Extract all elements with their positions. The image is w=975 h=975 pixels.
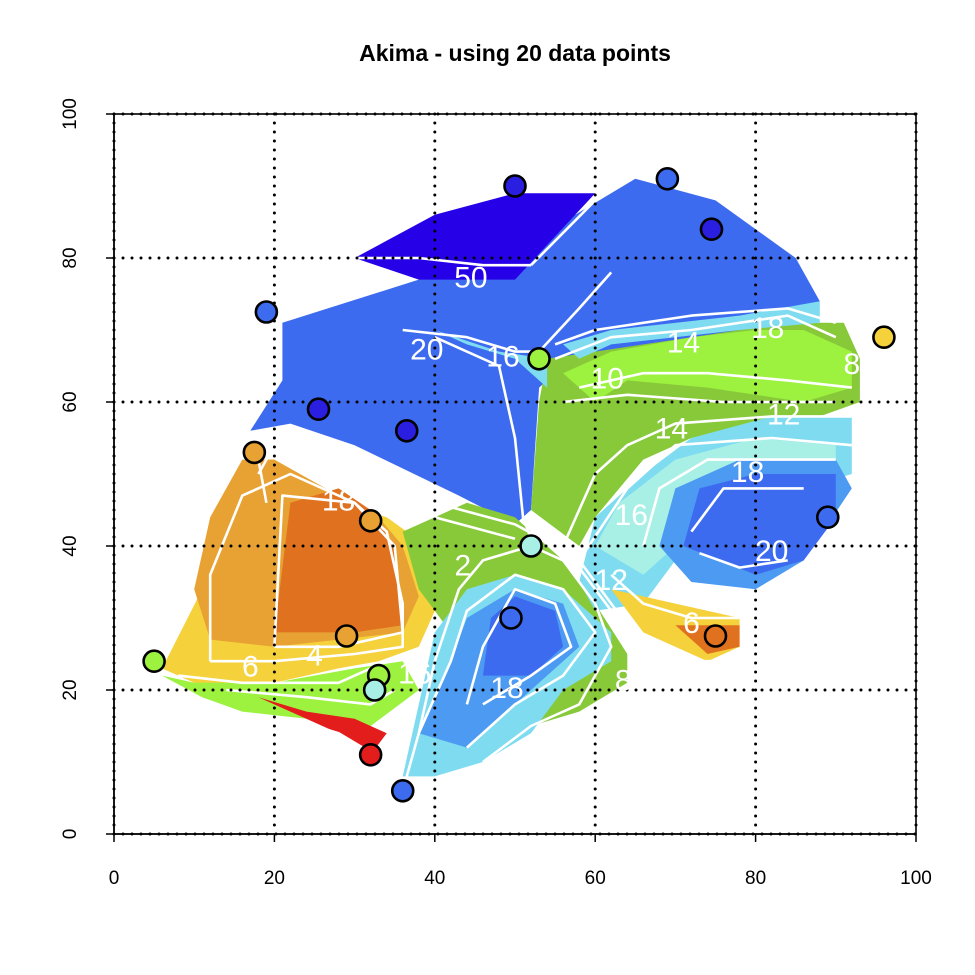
contour-label-12: 18 (322, 485, 355, 518)
contour-label-8: 14 (655, 413, 688, 446)
contour-line-15 (208, 472, 405, 663)
data-point-15 (703, 624, 728, 648)
region-cyan-19 (434, 330, 548, 388)
data-point-8 (394, 418, 419, 443)
contour-label-7: 12 (767, 398, 800, 431)
data-point-16 (142, 649, 166, 674)
x-tick-label-100: 100 (900, 868, 932, 889)
y-tick-label-100: 100 (60, 98, 81, 130)
data-point-3 (699, 217, 724, 241)
data-point-4 (254, 300, 279, 324)
x-tick-label-60: 60 (585, 868, 606, 889)
data-point-7 (306, 397, 331, 422)
data-point-10 (815, 505, 840, 530)
data-point-12 (519, 534, 543, 558)
y-axis: 0 20 40 60 80 100 (60, 98, 115, 840)
data-point-1 (503, 174, 527, 198)
data-points (142, 167, 896, 803)
x-tick-label-80: 80 (745, 868, 766, 889)
contour-line-25 (610, 573, 740, 620)
contour-line-21 (417, 573, 597, 749)
data-point-18 (362, 678, 387, 702)
y-tick-label-0: 0 (60, 829, 81, 840)
contour-line-10 (642, 458, 836, 547)
contour-label-14: 12 (595, 564, 628, 597)
contour-line-6 (578, 371, 852, 389)
data-point-11 (358, 508, 383, 533)
contour-label-9: 18 (731, 456, 764, 489)
contour-line-4 (554, 307, 837, 346)
contour-label-6: 10 (591, 362, 624, 395)
contour-line-9 (578, 436, 852, 562)
y-tick-label-20: 20 (60, 679, 81, 700)
data-point-6 (527, 346, 551, 371)
region-blue-13 (683, 474, 836, 575)
contour-line-22 (465, 587, 573, 706)
contour-line-20 (401, 544, 613, 792)
data-point-9 (242, 440, 267, 465)
contour-label-0: 50 (454, 262, 487, 295)
data-point-19 (358, 742, 383, 767)
contour-line-24 (578, 559, 740, 663)
chart-title: Akima - using 20 data points (359, 40, 671, 66)
contour-line-8 (561, 415, 852, 547)
region-red-4 (258, 697, 387, 755)
data-point-5 (872, 325, 896, 350)
contour-label-19: 18 (490, 672, 523, 705)
contour-line-2 (402, 271, 613, 353)
contour-label-3: 14 (667, 326, 700, 359)
contour-labels: 50 20 16 14 18 8 10 12 14 18 16 20 18 2 12 6 6 4 16 18 8 4 (242, 262, 860, 770)
y-tick-label-80: 80 (60, 247, 81, 268)
data-point-13 (499, 606, 523, 630)
data-point-14 (334, 624, 359, 648)
contour-label-13: 2 (455, 550, 472, 583)
contour-label-21: 4 (338, 737, 355, 770)
x-tick-label-20: 20 (264, 868, 285, 889)
contour-line-3 (434, 336, 533, 540)
data-point-2 (655, 167, 680, 191)
y-tick-label-40: 40 (60, 535, 81, 556)
contour-label-4: 18 (751, 312, 784, 345)
contour-line-11 (690, 487, 804, 533)
x-axis: 0 20 40 60 80 100 (109, 833, 932, 889)
contour-label-1: 20 (410, 334, 443, 367)
contour-label-5: 8 (843, 348, 860, 381)
contour-line-14 (257, 443, 516, 541)
contour-line-5 (554, 314, 837, 361)
region-lime-9 (563, 330, 852, 402)
contour-line-12 (699, 551, 788, 569)
contour-label-10: 16 (615, 499, 648, 532)
region-lime-3 (162, 661, 419, 726)
data-point-20 (390, 778, 415, 803)
contour-line-0 (354, 256, 531, 267)
y-tick-label-60: 60 (60, 391, 81, 412)
contour-label-17: 4 (306, 640, 323, 673)
contour-label-2: 16 (486, 341, 519, 374)
contour-label-15: 6 (683, 607, 700, 640)
contour-line-23 (562, 545, 645, 705)
x-tick-label-40: 40 (424, 868, 445, 889)
x-tick-label-0: 0 (109, 868, 120, 889)
contour-line-1 (530, 199, 597, 267)
contour-label-16: 6 (242, 650, 259, 683)
contour-label-18: 16 (398, 658, 431, 691)
contour-line-17 (178, 660, 388, 685)
contour-line-16 (273, 494, 405, 649)
contour-label-11: 20 (755, 535, 788, 568)
contour-label-20: 8 (615, 665, 632, 698)
